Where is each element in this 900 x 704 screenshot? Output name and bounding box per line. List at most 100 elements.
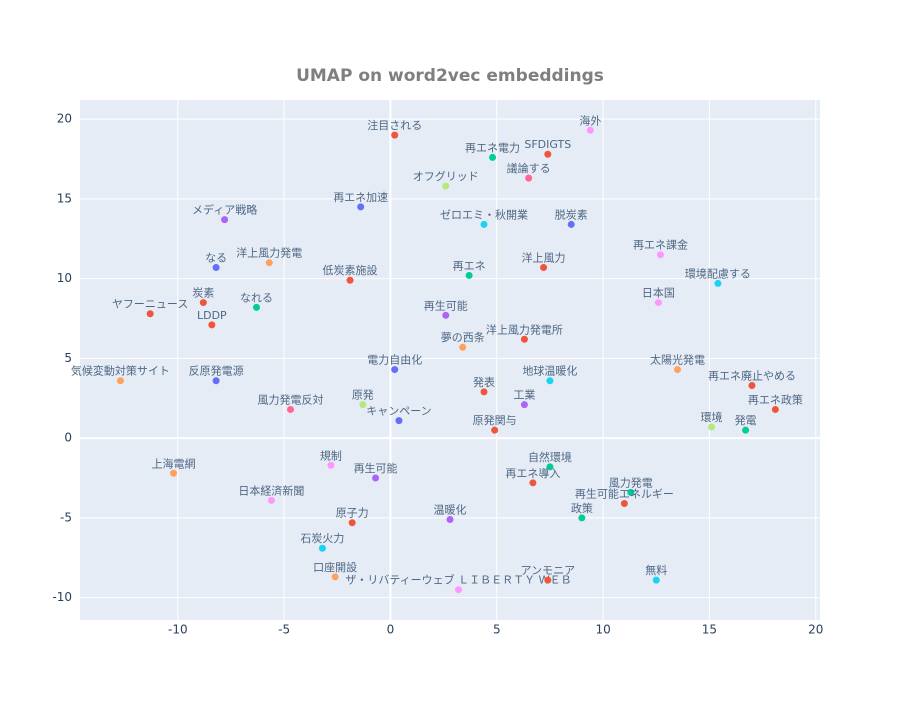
point	[327, 461, 335, 469]
point	[116, 377, 124, 385]
point	[520, 401, 528, 409]
point-label: 原子力	[336, 507, 369, 520]
point	[267, 496, 275, 504]
point-label: 注目される	[367, 118, 422, 132]
point	[455, 586, 463, 594]
point-label: 再生可能エネルギー	[575, 487, 674, 501]
point-label: 低炭素施設	[323, 263, 378, 277]
point	[199, 299, 207, 307]
point	[465, 271, 473, 279]
point	[586, 126, 594, 134]
point	[620, 500, 628, 508]
point	[252, 303, 260, 311]
point	[657, 251, 665, 259]
point	[480, 388, 488, 396]
x-tick-label: 0	[387, 623, 395, 637]
point	[346, 276, 354, 284]
point-label: 再エネ政策	[748, 392, 803, 406]
chart-title: UMAP on word2vec embeddings	[296, 66, 604, 86]
point	[480, 220, 488, 228]
y-tick-label: 20	[57, 112, 72, 126]
point	[372, 474, 380, 482]
x-tick-label: -10	[168, 623, 188, 637]
point-label: メディア戦略	[192, 203, 257, 217]
point-label: 洋上風力発電	[236, 246, 302, 260]
point	[331, 573, 339, 581]
point	[391, 131, 399, 139]
point-label: 規制	[320, 448, 342, 462]
point-label: 原発関与	[473, 413, 517, 427]
point	[546, 377, 554, 385]
point-label: 再生可能	[354, 461, 398, 475]
point-label: 原発	[352, 388, 374, 402]
point	[748, 382, 756, 390]
point	[520, 335, 528, 343]
point-label: 発表	[473, 375, 495, 389]
point-label: 洋上風力	[522, 250, 566, 264]
point-label: ゼロエミ・秋開業	[440, 207, 528, 221]
point-label: 工業	[513, 389, 535, 402]
point	[540, 263, 548, 271]
point-label: 温暖化	[434, 503, 467, 517]
point	[221, 216, 229, 224]
x-tick-label: 10	[595, 623, 610, 637]
point	[578, 514, 586, 522]
point	[395, 417, 403, 425]
point-label: LDDP	[197, 309, 227, 322]
point-label: 議論する	[507, 161, 551, 175]
point	[170, 469, 178, 477]
point	[654, 299, 662, 307]
point-label: なれる	[240, 291, 273, 304]
point	[708, 423, 716, 431]
point-label: 風力発電反対	[258, 392, 324, 406]
point-label: 再エネ課金	[633, 238, 688, 252]
point	[446, 516, 454, 524]
point	[714, 279, 722, 287]
point-label: SFDIGTS	[524, 138, 571, 151]
point-label: 日本国	[642, 286, 675, 300]
point	[348, 519, 356, 527]
point	[459, 343, 467, 351]
point	[357, 203, 365, 211]
point-label: 夢の西条	[441, 330, 485, 344]
y-tick-label: 0	[64, 431, 72, 445]
point	[627, 488, 635, 496]
point	[442, 182, 450, 190]
y-tick-label: -5	[60, 510, 72, 524]
point	[208, 321, 216, 329]
point-label: 日本経済新聞	[238, 483, 304, 497]
point	[544, 576, 552, 584]
point-label: 上海電網	[152, 456, 196, 470]
point-label: 炭素	[192, 287, 214, 300]
point-label: 再エネ電力	[465, 141, 520, 154]
point	[491, 426, 499, 434]
point-label: ザ・リバティーウェブ ＬＩＢＥＲＴＹ ＷＥＢ	[345, 573, 571, 587]
point	[489, 153, 497, 161]
point	[567, 220, 575, 228]
point-label: 太陽光発電	[650, 353, 705, 367]
point-label: 地球温暖化	[522, 364, 577, 378]
point-label: 環境配慮する	[685, 266, 751, 280]
point	[287, 405, 295, 413]
x-tick-label: 5	[493, 623, 501, 637]
point	[318, 544, 326, 552]
point	[525, 174, 533, 182]
point-label: キャンペーン	[366, 405, 431, 418]
point-label: 環境	[701, 410, 723, 424]
point	[742, 426, 750, 434]
point-label: 海外	[579, 113, 601, 127]
point-label: 自然環境	[528, 450, 572, 464]
point	[544, 150, 552, 158]
y-tick-label: -10	[52, 590, 72, 604]
point	[771, 405, 779, 413]
point-label: 再エネ加速	[333, 191, 388, 204]
point-label: なる	[205, 251, 227, 264]
point	[529, 479, 537, 487]
point	[265, 259, 273, 267]
point-label: 口座開設	[313, 560, 357, 574]
point	[652, 576, 660, 584]
point-label: 再エネ導入	[505, 466, 560, 480]
point-label: ヤフーニュース	[112, 298, 188, 311]
point	[146, 310, 154, 318]
